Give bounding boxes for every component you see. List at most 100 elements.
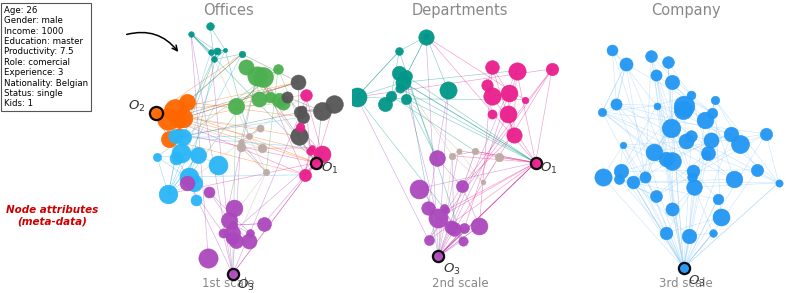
Point [617, 143, 630, 147]
Point [173, 131, 186, 136]
Point [188, 180, 201, 185]
Point [394, 86, 406, 91]
Text: Age: 26
Gender: male
Income: 1000
Education: master
Productivity: 7.5
Role: come: Age: 26 Gender: male Income: 1000 Educat… [4, 6, 88, 108]
Point [173, 119, 186, 124]
Point [431, 216, 444, 221]
Point [230, 104, 242, 109]
Point [530, 160, 542, 165]
Point [772, 180, 785, 185]
Point [486, 94, 499, 98]
Point [734, 142, 746, 146]
Point [310, 160, 322, 165]
Point [486, 64, 498, 69]
Point [292, 134, 305, 139]
Point [518, 97, 531, 102]
Point [666, 158, 679, 163]
Text: $O_1$: $O_1$ [321, 161, 338, 176]
Point [445, 224, 458, 229]
Point [662, 60, 674, 65]
Point [615, 169, 628, 174]
Point [295, 108, 308, 113]
Point [228, 205, 241, 210]
Point [702, 150, 714, 155]
Point [272, 67, 285, 71]
Point [177, 135, 190, 140]
Point [181, 180, 194, 185]
Point [626, 180, 639, 185]
Point [438, 206, 450, 211]
Point [205, 50, 218, 54]
Point [507, 132, 520, 137]
Text: $O_3$: $O_3$ [442, 262, 460, 277]
Point [492, 155, 505, 160]
Point [203, 190, 216, 194]
Point [486, 112, 498, 117]
Point [666, 207, 678, 211]
Point [439, 208, 452, 213]
Point [682, 233, 695, 238]
Point [688, 185, 701, 190]
Point [298, 173, 311, 177]
Point [650, 194, 662, 198]
Point [400, 74, 413, 78]
Point [422, 206, 434, 211]
Point [685, 134, 698, 139]
Text: Offices: Offices [202, 3, 254, 18]
Point [264, 95, 277, 100]
Point [208, 57, 221, 62]
Point [446, 154, 459, 158]
Point [327, 102, 340, 107]
Point [750, 167, 763, 172]
Point [162, 117, 175, 121]
Point [432, 254, 445, 259]
Point [170, 155, 182, 160]
Point [294, 110, 306, 115]
Point [223, 218, 236, 223]
Point [422, 238, 435, 243]
Point [456, 238, 469, 243]
Text: $O_3$: $O_3$ [688, 274, 706, 289]
Point [705, 138, 718, 142]
Point [150, 154, 163, 159]
Point [679, 139, 692, 144]
Point [169, 134, 182, 139]
Point [293, 125, 306, 129]
Point [510, 68, 523, 73]
Point [272, 98, 285, 102]
Point [700, 153, 713, 157]
Point [476, 180, 489, 185]
Point [453, 148, 466, 153]
Point [250, 74, 263, 78]
Point [216, 230, 229, 235]
Point [639, 175, 652, 180]
Point [202, 255, 214, 260]
Point [299, 93, 312, 97]
Point [303, 148, 316, 153]
Point [420, 34, 433, 38]
Point [481, 83, 494, 87]
Point [709, 97, 722, 102]
Point [596, 110, 609, 114]
Point [163, 137, 176, 142]
Point [447, 227, 460, 231]
Point [685, 93, 698, 97]
Text: Departments: Departments [412, 3, 508, 18]
Point [687, 168, 700, 173]
Point [546, 67, 558, 71]
Point [226, 272, 239, 276]
Point [181, 100, 194, 104]
Point [296, 115, 309, 120]
Point [306, 146, 318, 150]
Point [182, 174, 195, 179]
Point [502, 111, 514, 116]
Text: $O_1$: $O_1$ [540, 161, 558, 176]
Text: Node attributes
(meta-data): Node attributes (meta-data) [6, 205, 98, 227]
Point [210, 49, 223, 54]
Point [664, 125, 677, 130]
Point [204, 24, 217, 28]
Point [385, 94, 398, 98]
Point [714, 215, 727, 220]
Point [392, 70, 405, 75]
Point [419, 34, 432, 39]
Point [176, 116, 189, 121]
